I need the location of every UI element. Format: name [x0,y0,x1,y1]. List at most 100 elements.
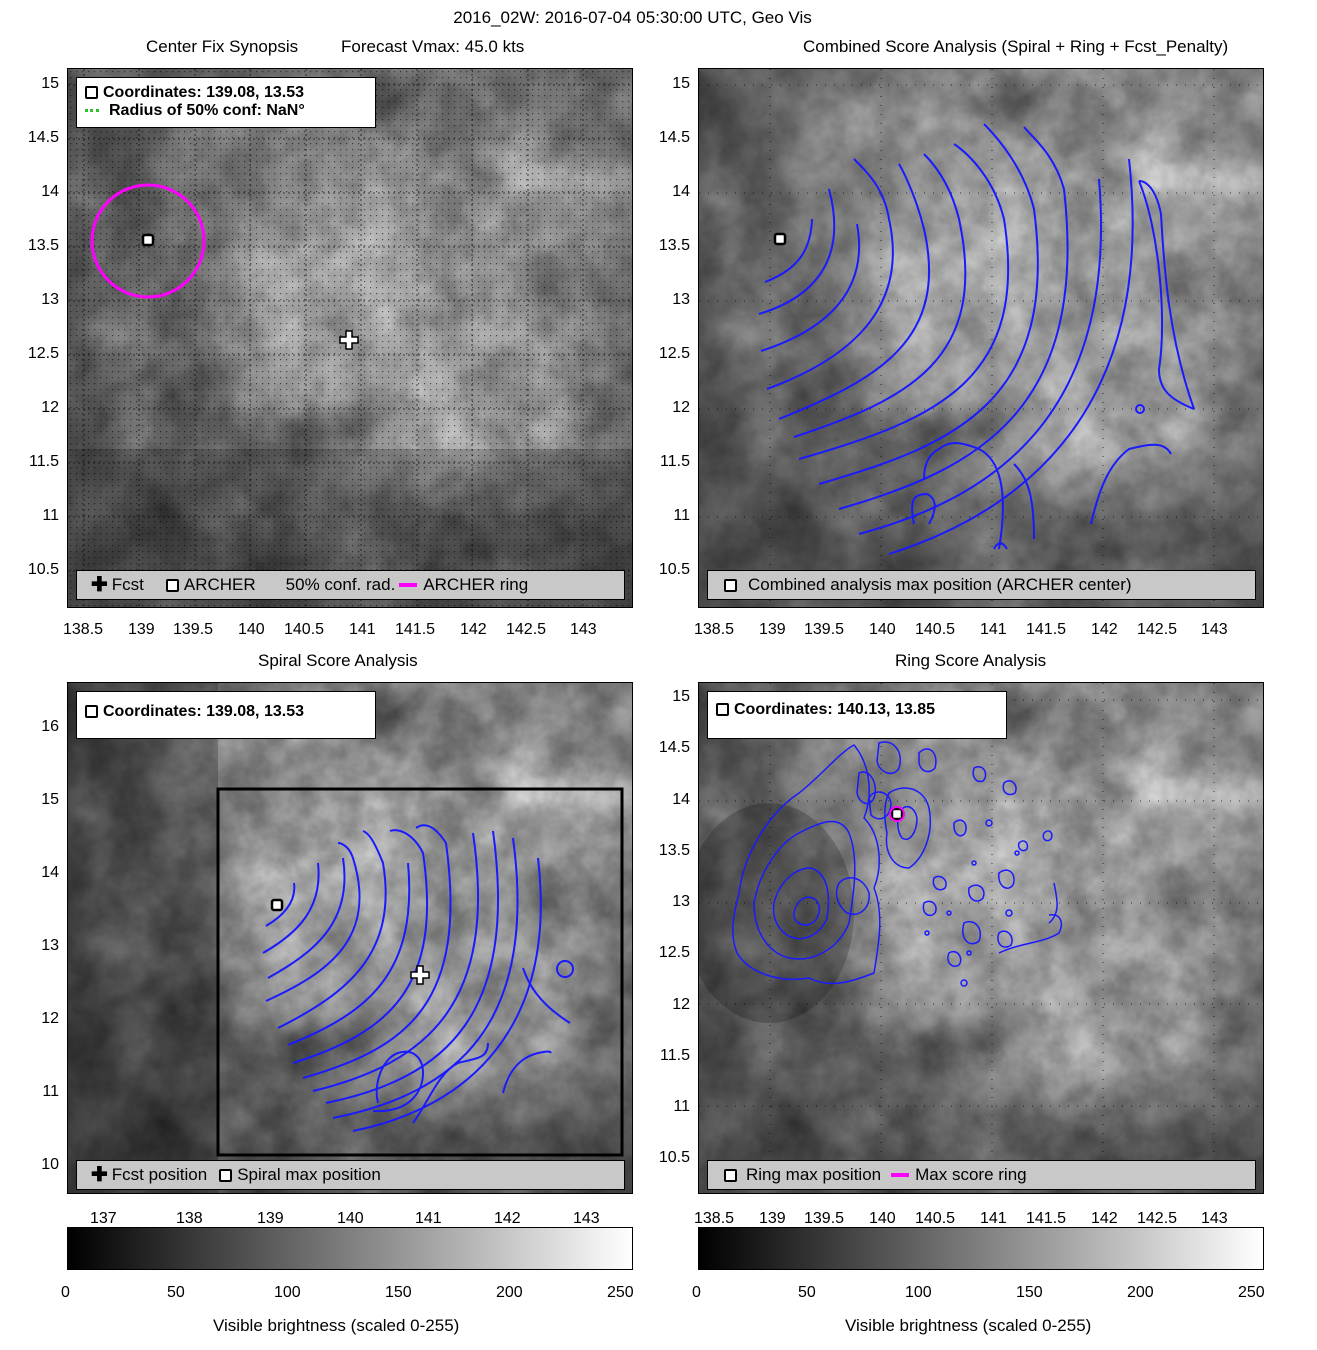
ytick: 12.5 [27,345,59,362]
ytick: 11.5 [29,453,59,470]
ytick: 11 [42,507,59,524]
ytick: 13 [672,893,690,910]
archer-center-marker [141,233,155,247]
xtick: 142 [494,1210,521,1227]
ytick: 15 [672,75,690,92]
ytick: 15 [672,688,690,705]
spiral-max-marker [270,898,284,912]
xtick: 139 [128,621,155,638]
legend-archer: ARCHER [183,575,256,594]
ytick: 12 [41,1010,59,1027]
legend-fcst: Fcst [111,575,144,594]
ring-line-icon [399,583,418,587]
ytick: 11 [42,1083,59,1100]
ytick: 11 [673,507,690,524]
ring-plot: Coordinates: 140.13, 13.85 Ring max posi… [698,682,1264,1194]
xtick: 141.5 [395,621,436,638]
xtick: 140 [238,621,265,638]
ring-info-box: Coordinates: 140.13, 13.85 [707,691,1007,739]
colorbar-tick: 200 [1127,1284,1154,1301]
forecast-vmax-title: Forecast Vmax: 45.0 kts [341,37,525,56]
xtick: 140 [869,621,896,638]
legend-archer-ring: ARCHER ring [423,575,529,594]
fcst-plus-icon: ✚ [91,574,108,596]
right-colorbar [698,1227,1264,1270]
ytick: 13 [41,937,59,954]
spiral-score-contours [262,824,574,1132]
colorbar-tick: 0 [61,1284,70,1301]
ytick: 10.5 [27,561,59,578]
combined-plot: Combined analysis max position (ARCHER c… [698,68,1264,608]
xtick: 139.5 [804,621,845,638]
combined-max-square-icon [724,578,737,592]
xtick: 139.5 [173,621,214,638]
ring-title: Ring Score Analysis [895,651,1047,670]
xtick: 140.5 [915,621,956,638]
spiral-title: Spiral Score Analysis [258,651,418,670]
combined-score-contours [758,123,1195,555]
colorbar-tick: 100 [905,1284,932,1301]
combined-title: Combined Score Analysis (Spiral + Ring +… [803,37,1229,56]
left-colorbar-label: Visible brightness (scaled 0-255) [213,1316,460,1335]
ytick: 15 [41,791,59,808]
ring-max-marker [890,807,904,821]
left-colorbar [67,1227,633,1270]
spiral-max-square-icon [219,1168,233,1182]
xtick: 142 [1091,621,1118,638]
xtick: 142.5 [1137,1210,1178,1227]
ring-score-contours [732,741,1062,987]
colorbar-tick: 250 [1238,1284,1265,1301]
ytick: 14 [41,183,59,200]
xtick: 141 [980,1210,1007,1227]
ytick: 12 [672,399,690,416]
xtick: 139 [759,1210,786,1227]
colorbar-tick: 200 [496,1284,523,1301]
spiral-satellite-image [68,683,632,1193]
colorbar-tick: 150 [1016,1284,1043,1301]
figure-title: 2016_02W: 2016-07-04 05:30:00 UTC, Geo V… [453,8,812,27]
ytick: 12.5 [658,345,690,362]
xtick: 137 [90,1210,117,1227]
combined-satellite-image [699,69,1263,607]
ytick: 14.5 [27,129,59,146]
center-fix-coordinates: Coordinates: 139.08, 13.53 [103,84,304,101]
confidence-radius: Radius of 50% conf: NaN° [109,102,305,119]
xtick: 143 [1201,1210,1228,1227]
spiral-square-icon [85,705,98,719]
xtick: 140 [337,1210,364,1227]
spiral-info-box: Coordinates: 139.08, 13.53 [76,691,376,739]
ytick: 13.5 [27,237,59,254]
ytick: 11 [673,1098,690,1115]
ytick: 12 [672,996,690,1013]
xtick: 142 [1091,1210,1118,1227]
colorbar-tick: 100 [274,1284,301,1301]
archer-square-icon [85,86,98,100]
xtick: 141.5 [1026,621,1067,638]
colorbar-tick: 250 [607,1284,634,1301]
legend-fcst-position: Fcst position [111,1165,208,1184]
colorbar-tick: 50 [167,1284,185,1301]
xtick: 138.5 [694,1210,735,1227]
ytick: 14.5 [658,129,690,146]
ytick: 10.5 [658,561,690,578]
xtick: 143 [1201,621,1228,638]
ytick: 15 [41,75,59,92]
xtick: 138.5 [694,621,735,638]
xtick: 140.5 [915,1210,956,1227]
spiral-plot: Coordinates: 139.08, 13.53 ✚ Fcst positio… [67,682,633,1194]
center-fix-legend: ✚ Fcst ARCHER 50% conf. rad. ARCHER ring [76,570,625,600]
ytick: 14 [672,791,690,808]
legend-conf-rad: 50% conf. rad. [285,575,396,594]
max-ring-line-icon [891,1173,910,1177]
ring-legend: Ring max position Max score ring [707,1160,1256,1190]
spiral-search-box [216,787,624,1157]
ytick: 13 [41,291,59,308]
legend-max-score-ring: Max score ring [915,1165,1027,1184]
xtick: 141.5 [1026,1210,1067,1227]
colorbar-tick: 0 [692,1284,701,1301]
max-score-ring [889,806,905,822]
right-colorbar-label: Visible brightness (scaled 0-255) [845,1316,1092,1335]
ytick: 12 [41,399,59,416]
ytick: 14.5 [658,739,690,756]
confidence-line-icon [85,109,99,113]
